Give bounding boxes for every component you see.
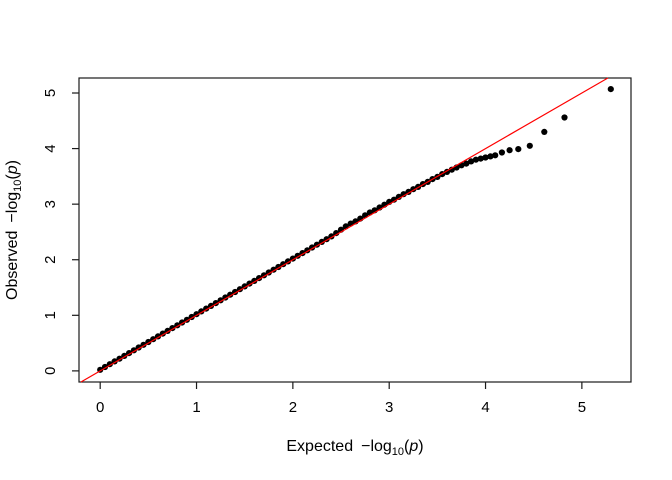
y-tick-label: 0 <box>42 367 59 375</box>
data-point <box>561 114 568 121</box>
y-axis-label: Observed −log10(p) <box>4 78 24 382</box>
x-tick-label: 4 <box>481 399 489 416</box>
x-tick-label: 0 <box>96 399 104 416</box>
y-axis-label-subscript: 10 <box>12 179 25 192</box>
x-axis: 0 1 2 3 4 5 <box>96 382 586 416</box>
x-axis-label-paren-open: ( <box>404 438 410 455</box>
data-point <box>472 156 479 163</box>
x-axis-label-subscript: 10 <box>391 446 405 459</box>
data-point <box>526 142 533 149</box>
x-tick-label: 5 <box>578 399 586 416</box>
x-axis-label-func: −log <box>361 438 392 455</box>
y-axis-label-word: Observed <box>4 230 21 300</box>
data-point <box>482 154 489 161</box>
data-point <box>463 160 470 167</box>
data-point <box>541 128 548 135</box>
x-tick-label: 1 <box>192 399 200 416</box>
data-point <box>477 155 484 162</box>
y-axis-label-paren-open: ( <box>4 174 21 180</box>
data-point <box>400 191 407 198</box>
data-point <box>498 149 505 156</box>
plot-area-border <box>78 77 632 383</box>
y-tick-label: 5 <box>42 89 59 97</box>
reference-line-layer <box>80 77 609 383</box>
identity-reference-line <box>80 77 609 383</box>
data-point <box>333 230 340 237</box>
data-point <box>395 193 402 200</box>
x-tick-label: 2 <box>289 399 297 416</box>
x-tick-label: 3 <box>385 399 393 416</box>
y-tick-label: 4 <box>42 144 59 152</box>
data-point <box>607 86 614 93</box>
data-point <box>492 152 499 159</box>
data-point <box>487 153 494 160</box>
data-point <box>506 147 513 154</box>
x-axis-label-variable: p <box>409 438 419 455</box>
scatter-points-layer <box>97 86 614 373</box>
data-point <box>390 196 398 203</box>
y-axis-label-paren-close: ) <box>4 160 21 166</box>
y-axis-label-func: −log <box>4 191 21 223</box>
data-point <box>448 166 455 173</box>
x-axis-label-word: Expected <box>286 438 354 455</box>
x-axis-label-paren-close: ) <box>418 438 424 455</box>
y-tick-label: 3 <box>42 200 59 208</box>
y-tick-label: 2 <box>42 256 59 264</box>
y-axis-label-variable: p <box>4 165 21 175</box>
x-axis-label: Expected −log10(p) <box>79 438 631 458</box>
data-point <box>515 146 522 153</box>
y-tick-label: 1 <box>42 311 59 319</box>
data-point <box>468 158 475 165</box>
y-axis: 0 1 2 3 4 5 <box>42 89 79 375</box>
